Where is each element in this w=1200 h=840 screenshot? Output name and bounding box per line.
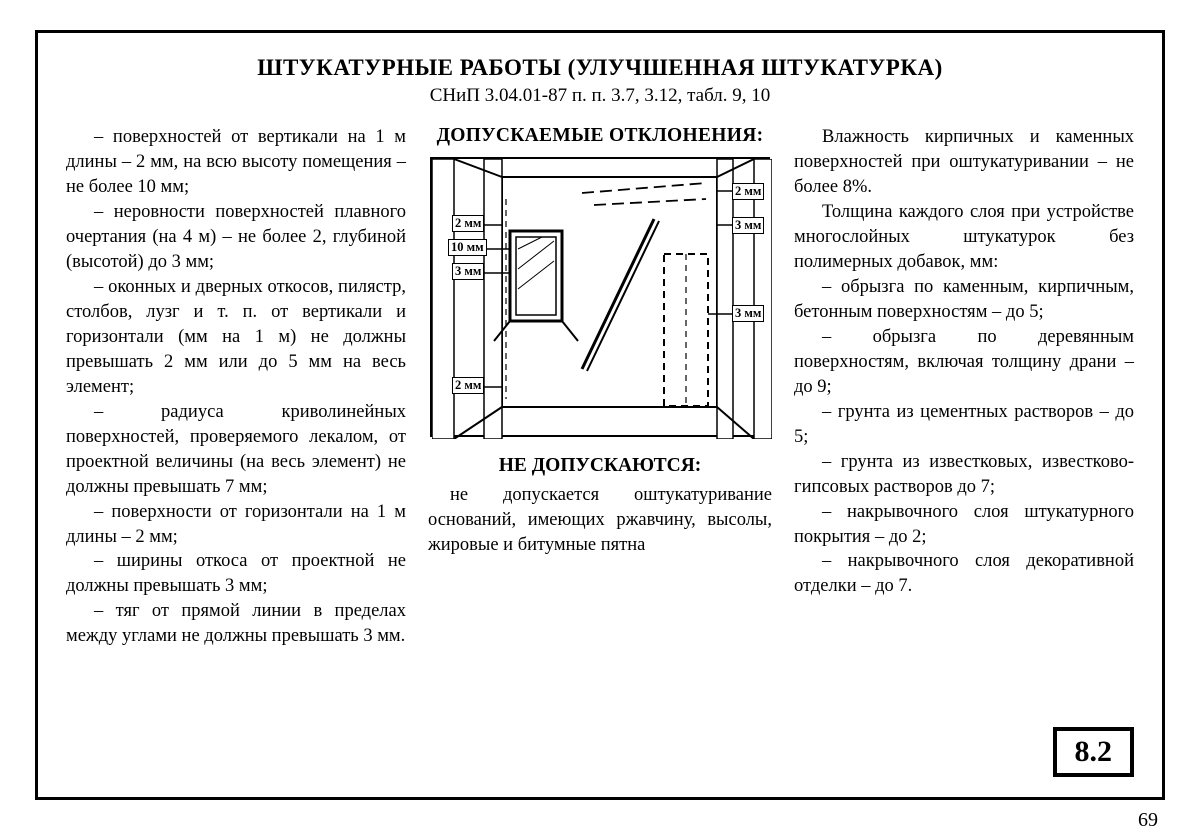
content-columns: – поверхностей от вертикали на 1 м длины…: [66, 125, 1134, 649]
not-allowed-text: не допускается оштукатуривание оснований…: [424, 483, 776, 558]
left-item: – ширины откоса от проектной не должны п…: [66, 549, 406, 599]
left-item: – неровности поверхностей плавного очерт…: [66, 200, 406, 275]
diagram-label: 3 мм: [732, 305, 764, 322]
left-item: – поверхностей от вертикали на 1 м длины…: [66, 125, 406, 200]
right-item: – накрывочного слоя декоративной отделки…: [794, 549, 1134, 599]
right-item: – грунта из известковых, известково-гипс…: [794, 450, 1134, 500]
diagram-label: 3 мм: [732, 217, 764, 234]
left-item: – радиуса криволинейных поверхностей, пр…: [66, 400, 406, 500]
left-item: – тяг от прямой линии в пределах между у…: [66, 599, 406, 649]
section-number-box: 8.2: [1053, 727, 1135, 777]
diagram-label: 10 мм: [448, 239, 487, 256]
right-item: – грунта из цементных растворов – до 5;: [794, 400, 1134, 450]
right-item: – обрызга по деревянным поверхностям, вк…: [794, 325, 1134, 400]
right-item: – обрызга по каменным, кирпичным, бетонн…: [794, 275, 1134, 325]
right-item: Влажность кирпичных и каменных поверхнос…: [794, 125, 1134, 200]
diagram-label: 3 мм: [452, 263, 484, 280]
right-column: Влажность кирпичных и каменных поверхнос…: [794, 125, 1134, 649]
left-item: – поверхности от горизонтали на 1 м длин…: [66, 500, 406, 550]
diagram-label: 2 мм: [452, 215, 484, 232]
right-item: – накрывочного слоя штукатурного покрыти…: [794, 500, 1134, 550]
subtitle: СНиП 3.04.01-87 п. п. 3.7, 3.12, табл. 9…: [66, 85, 1134, 107]
diagram-label: 2 мм: [452, 377, 484, 394]
diagram-label: 2 мм: [732, 183, 764, 200]
page-frame: ШТУКАТУРНЫЕ РАБОТЫ (УЛУЧШЕННАЯ ШТУКАТУРК…: [35, 30, 1165, 800]
diagram-svg: [432, 159, 772, 439]
left-item: – оконных и дверных откосов, пилястр, ст…: [66, 275, 406, 400]
allowed-heading: ДОПУСКАЕМЫЕ ОТКЛОНЕНИЯ:: [437, 125, 764, 147]
page-number: 69: [1138, 809, 1158, 832]
left-column: – поверхностей от вертикали на 1 м длины…: [66, 125, 406, 649]
right-item: Толщина каждого слоя при устройстве мног…: [794, 200, 1134, 275]
center-column: ДОПУСКАЕМЫЕ ОТКЛОНЕНИЯ:: [424, 125, 776, 649]
main-title: ШТУКАТУРНЫЕ РАБОТЫ (УЛУЧШЕННАЯ ШТУКАТУРК…: [66, 55, 1134, 81]
not-allowed-heading: НЕ ДОПУСКАЮТСЯ:: [499, 455, 702, 477]
tolerance-diagram: 2 мм 3 мм 3 мм 2 мм 10 мм 3 мм 2 мм: [430, 157, 770, 437]
